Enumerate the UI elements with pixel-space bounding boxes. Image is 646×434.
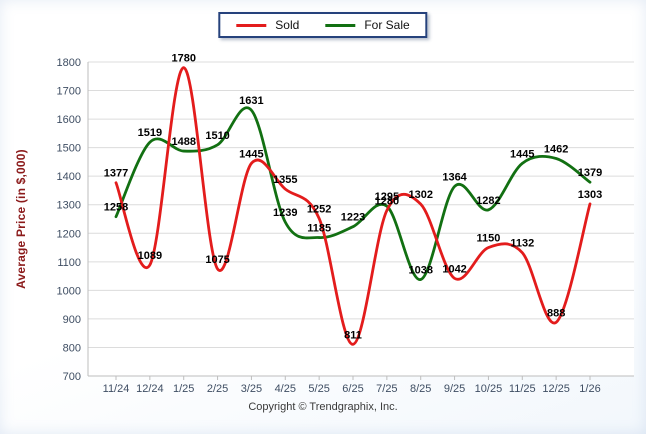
copyright-text: Copyright © Trendgraphix, Inc. xyxy=(248,401,398,413)
data-label-sold-12/24: 1089 xyxy=(138,250,162,262)
x-tick-label: 4/25 xyxy=(275,383,296,395)
data-label-sold-12/25: 888 xyxy=(547,307,565,319)
y-tick-label: 900 xyxy=(63,314,81,326)
x-tick-label: 8/25 xyxy=(410,383,431,395)
data-label-for-sale-3/25: 1631 xyxy=(239,95,263,107)
data-label-sold-2/25: 1075 xyxy=(205,254,229,266)
y-tick-label: 1800 xyxy=(57,57,81,69)
data-label-for-sale-10/25: 1282 xyxy=(476,195,500,207)
x-tick-label: 1/25 xyxy=(173,383,194,395)
x-tick-label: 1/26 xyxy=(579,383,600,395)
data-label-sold-3/25: 1445 xyxy=(239,148,263,160)
for-sale-line-swatch xyxy=(325,23,356,27)
series-sold-line xyxy=(114,66,592,346)
x-tick-label: 11/25 xyxy=(509,383,536,395)
data-label-for-sale-1/26: 1379 xyxy=(578,167,602,179)
x-tick-label: 12/24 xyxy=(136,383,164,395)
data-label-for-sale-2/25: 1510 xyxy=(205,130,229,142)
data-label-for-sale-7/25: 1295 xyxy=(375,191,399,203)
y-tick-label: 1500 xyxy=(57,143,81,155)
x-tick-label: 6/25 xyxy=(342,383,363,395)
data-label-for-sale-12/24: 1519 xyxy=(138,127,162,139)
x-tick-label: 9/25 xyxy=(444,383,465,395)
y-tick-label: 1300 xyxy=(57,200,81,212)
x-tick-label: 5/25 xyxy=(308,383,329,395)
y-tick-label: 1700 xyxy=(57,86,81,98)
data-label-for-sale-9/25: 1364 xyxy=(442,171,467,183)
x-tick-label: 12/25 xyxy=(542,383,570,395)
y-tick-label: 1100 xyxy=(57,257,81,269)
x-tick-label: 2/25 xyxy=(207,383,228,395)
x-tick-label: 11/24 xyxy=(103,383,130,395)
y-tick-label: 700 xyxy=(63,371,81,383)
y-tick-label: 1000 xyxy=(57,285,81,297)
legend-item-for-sale[interactable]: For Sale xyxy=(325,18,410,32)
legend-label-for-sale: For Sale xyxy=(364,18,410,32)
x-tick-label: 10/25 xyxy=(475,383,503,395)
data-label-sold-5/25: 1252 xyxy=(307,203,331,215)
data-label-for-sale-5/25: 1185 xyxy=(307,223,331,235)
data-label-for-sale-1/25: 1488 xyxy=(171,136,195,148)
data-label-sold-1/26: 1303 xyxy=(578,189,602,201)
y-tick-label: 1200 xyxy=(57,228,81,240)
data-label-for-sale-12/25: 1462 xyxy=(544,143,568,155)
legend-item-sold[interactable]: Sold xyxy=(236,18,299,32)
sold-line-swatch xyxy=(236,23,267,27)
data-label-sold-11/25: 1132 xyxy=(510,238,534,250)
data-label-for-sale-11/25: 1445 xyxy=(510,148,534,160)
y-tick-label: 1400 xyxy=(57,171,81,183)
data-label-for-sale-11/24: 1258 xyxy=(104,202,128,214)
chart-legend: Sold For Sale xyxy=(218,12,428,38)
data-label-sold-8/25: 1302 xyxy=(408,189,432,201)
data-label-sold-10/25: 1150 xyxy=(476,233,500,245)
x-tick-label: 3/25 xyxy=(241,383,262,395)
data-label-sold-4/25: 1355 xyxy=(273,174,297,186)
data-label-sold-11/24: 1377 xyxy=(104,168,128,180)
x-tick-label: 7/25 xyxy=(376,383,397,395)
data-label-sold-7/25: 1280 xyxy=(375,195,399,207)
y-axis-title: Average Price (in $,000) xyxy=(14,149,28,289)
y-tick-label: 1600 xyxy=(57,114,81,126)
data-label-for-sale-8/25: 1038 xyxy=(408,265,432,277)
series-for-sale-line xyxy=(114,106,592,281)
data-label-sold-9/25: 1042 xyxy=(442,263,466,275)
data-label-sold-6/25: 811 xyxy=(344,329,362,341)
legend-label-sold: Sold xyxy=(275,18,300,32)
data-label-for-sale-6/25: 1223 xyxy=(341,212,365,224)
y-tick-label: 800 xyxy=(63,342,81,354)
data-label-sold-1/25: 1780 xyxy=(171,53,195,65)
data-label-for-sale-4/25: 1239 xyxy=(273,207,297,219)
